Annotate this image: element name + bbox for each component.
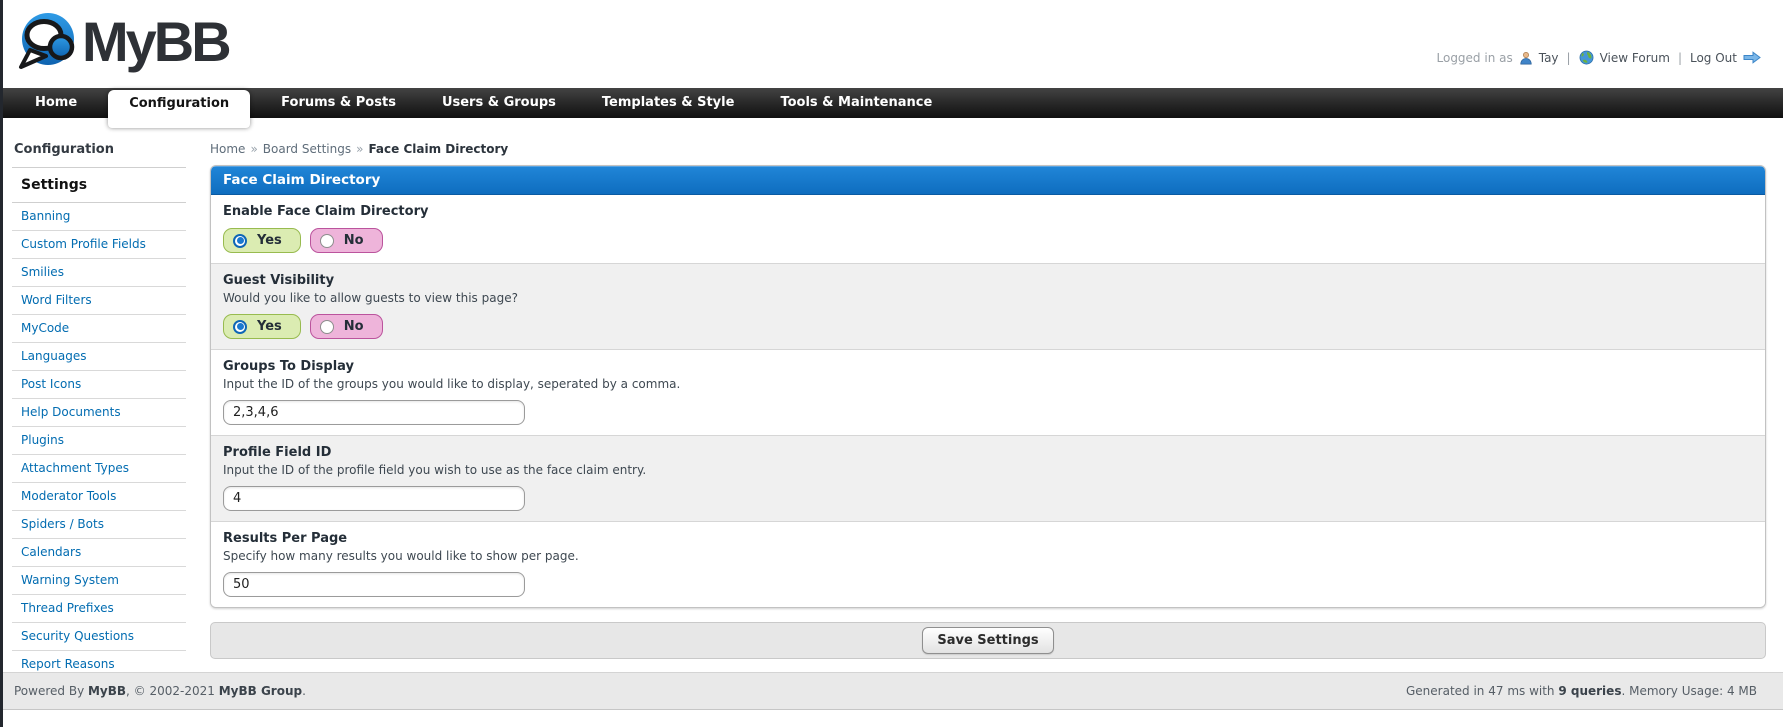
setting-label: Results Per Page — [223, 531, 348, 546]
header-user-meta: Logged in as Tay | View Forum | Log Out — [1437, 50, 1762, 65]
username-link[interactable]: Tay — [1538, 50, 1559, 65]
sidebar-item-mycode[interactable]: MyCode — [12, 315, 186, 343]
save-bar: Save Settings — [210, 622, 1766, 659]
breadcrumb-link-home[interactable]: Home — [210, 142, 246, 156]
nav-tab-tools-maintenance[interactable]: Tools & Maintenance — [780, 95, 933, 110]
setting-description: Specify how many results you would like … — [223, 549, 579, 563]
page-body: Configuration Settings Banning Custom Pro… — [0, 118, 1783, 679]
sidebar-item-banning[interactable]: Banning — [12, 203, 186, 231]
radio-option-label: Yes — [257, 319, 282, 334]
setting-row-results-per-page: Results Per Page Specify how many results… — [211, 522, 1765, 607]
footer-mybb-group-link[interactable]: MyBB Group — [218, 684, 303, 698]
breadcrumb-separator: » — [356, 142, 364, 156]
sidebar-item-custom-profile-fields[interactable]: Custom Profile Fields — [12, 231, 186, 259]
sidebar-item-spiders-bots[interactable]: Spiders / Bots — [12, 511, 186, 539]
sidebar-item-help-documents[interactable]: Help Documents — [12, 399, 186, 427]
radio-button-icon[interactable] — [233, 319, 247, 334]
footer-memory-usage: . Memory Usage: 4 MB — [1621, 684, 1757, 698]
nav-tab-users-groups[interactable]: Users & Groups — [441, 95, 556, 110]
nav-tab-forums-posts[interactable]: Forums & Posts — [281, 95, 396, 110]
sidebar-item-calendars[interactable]: Calendars — [12, 539, 186, 567]
footer: Powered By MyBB, © 2002-2021 MyBB Group.… — [0, 672, 1783, 710]
breadcrumb-link-board-settings[interactable]: Board Settings — [262, 142, 352, 156]
view-forum-link[interactable]: View Forum — [1599, 50, 1670, 65]
sidebar-item-warning-system[interactable]: Warning System — [12, 567, 186, 595]
sidebar-title: Configuration — [12, 140, 186, 168]
mybb-logo[interactable]: MyBB — [16, 5, 232, 79]
settings-rows: Enable Face Claim Directory Yes No Guest Vi… — [211, 195, 1765, 607]
sidebar: Configuration Settings Banning Custom Pro… — [12, 118, 186, 679]
radio-button-icon[interactable] — [319, 233, 334, 248]
sidebar-item-attachment-types[interactable]: Attachment Types — [12, 455, 186, 483]
log-out-arrow-icon[interactable] — [1743, 51, 1761, 64]
breadcrumb-current: Face Claim Directory — [368, 142, 509, 156]
sidebar-item-post-icons[interactable]: Post Icons — [12, 371, 186, 399]
sidebar-item-plugins[interactable]: Plugins — [12, 427, 186, 455]
breadcrumb-separator: » — [250, 142, 258, 156]
radio-group: Yes No — [223, 228, 1753, 253]
save-settings-button[interactable]: Save Settings — [922, 627, 1054, 654]
setting-label: Enable Face Claim Directory — [223, 204, 429, 219]
sidebar-item-languages[interactable]: Languages — [12, 343, 186, 371]
setting-input-results-per-page[interactable] — [223, 572, 525, 597]
sidebar-item-thread-prefixes[interactable]: Thread Prefixes — [12, 595, 186, 623]
sidebar-item-word-filters[interactable]: Word Filters — [12, 287, 186, 315]
footer-queries-count: 9 queries — [1558, 684, 1622, 698]
logged-in-as-label: Logged in as — [1436, 50, 1513, 65]
setting-row-enable-face-claim-directory: Enable Face Claim Directory Yes No — [211, 195, 1765, 264]
radio-button-icon[interactable] — [233, 233, 247, 248]
user-icon — [1519, 51, 1533, 65]
sidebar-item-security-questions[interactable]: Security Questions — [12, 623, 186, 651]
setting-input-profile-field-id[interactable] — [223, 486, 525, 511]
setting-label: Groups To Display — [223, 359, 355, 374]
setting-row-groups-to-display: Groups To Display Input the ID of the gro… — [211, 350, 1765, 436]
footer-mybb-link[interactable]: MyBB — [87, 684, 127, 698]
sidebar-section-settings: Settings — [12, 168, 186, 203]
nav-tab-home[interactable]: Home — [35, 95, 78, 110]
sidebar-item-smilies[interactable]: Smilies — [12, 259, 186, 287]
footer-powered-prefix: Powered By — [14, 684, 88, 698]
radio-group: Yes No — [223, 314, 1753, 339]
main-content: Home » Board Settings » Face Claim Directory… — [210, 118, 1766, 659]
footer-period: . — [302, 684, 306, 698]
nav-tab-configuration[interactable]: Configuration — [108, 90, 251, 128]
meta-separator: | — [1677, 50, 1682, 65]
panel-title: Face Claim Directory — [211, 166, 1765, 195]
footer-copyright: , © 2002-2021 — [126, 684, 219, 698]
top-header: MyBB Logged in as Tay | View Forum | Log… — [0, 0, 1783, 88]
setting-description: Would you like to allow guests to view t… — [223, 291, 518, 305]
setting-description: Input the ID of the groups you would lik… — [223, 377, 681, 391]
setting-description: Input the ID of the profile field you wi… — [223, 463, 647, 477]
radio-option-label: Yes — [257, 233, 282, 248]
setting-label: Guest Visibility — [223, 273, 335, 288]
footer-stats: Generated in 47 ms with 9 queries. Memor… — [1406, 684, 1757, 698]
footer-generated-prefix: Generated in 47 ms with — [1406, 684, 1559, 698]
sidebar-items: Banning Custom Profile Fields Smilies Word … — [12, 203, 186, 679]
radio-option-no[interactable]: No — [309, 228, 383, 253]
radio-option-yes[interactable]: Yes — [223, 314, 301, 339]
nav-tab-templates-style[interactable]: Templates & Style — [601, 95, 735, 110]
footer-credits: Powered By MyBB, © 2002-2021 MyBB Group. — [14, 684, 306, 698]
mybb-speech-bubble-icon — [16, 9, 80, 75]
logo-wordmark: MyBB — [82, 10, 232, 73]
setting-input-groups-to-display[interactable] — [223, 400, 525, 425]
sidebar-item-moderator-tools[interactable]: Moderator Tools — [12, 483, 186, 511]
radio-option-label: No — [343, 319, 364, 334]
radio-button-icon[interactable] — [319, 319, 334, 334]
globe-icon — [1579, 50, 1594, 65]
meta-separator: | — [1566, 50, 1571, 65]
setting-row-guest-visibility: Guest Visibility Would you like to allow … — [211, 264, 1765, 350]
breadcrumb: Home » Board Settings » Face Claim Directory — [210, 142, 1766, 156]
radio-option-yes[interactable]: Yes — [223, 228, 301, 253]
settings-panel: Face Claim Directory Enable Face Claim D… — [210, 165, 1766, 608]
setting-label: Profile Field ID — [223, 445, 332, 460]
main-nav: Home Configuration Forums & Posts Users & G… — [0, 88, 1783, 128]
setting-row-profile-field-id: Profile Field ID Input the ID of the prof… — [211, 436, 1765, 522]
log-out-link[interactable]: Log Out — [1689, 50, 1737, 65]
radio-option-label: No — [343, 233, 364, 248]
nav-tabs: Home Configuration Forums & Posts Users & G… — [20, 88, 963, 128]
window-left-edge — [0, 0, 3, 727]
radio-option-no[interactable]: No — [309, 314, 383, 339]
